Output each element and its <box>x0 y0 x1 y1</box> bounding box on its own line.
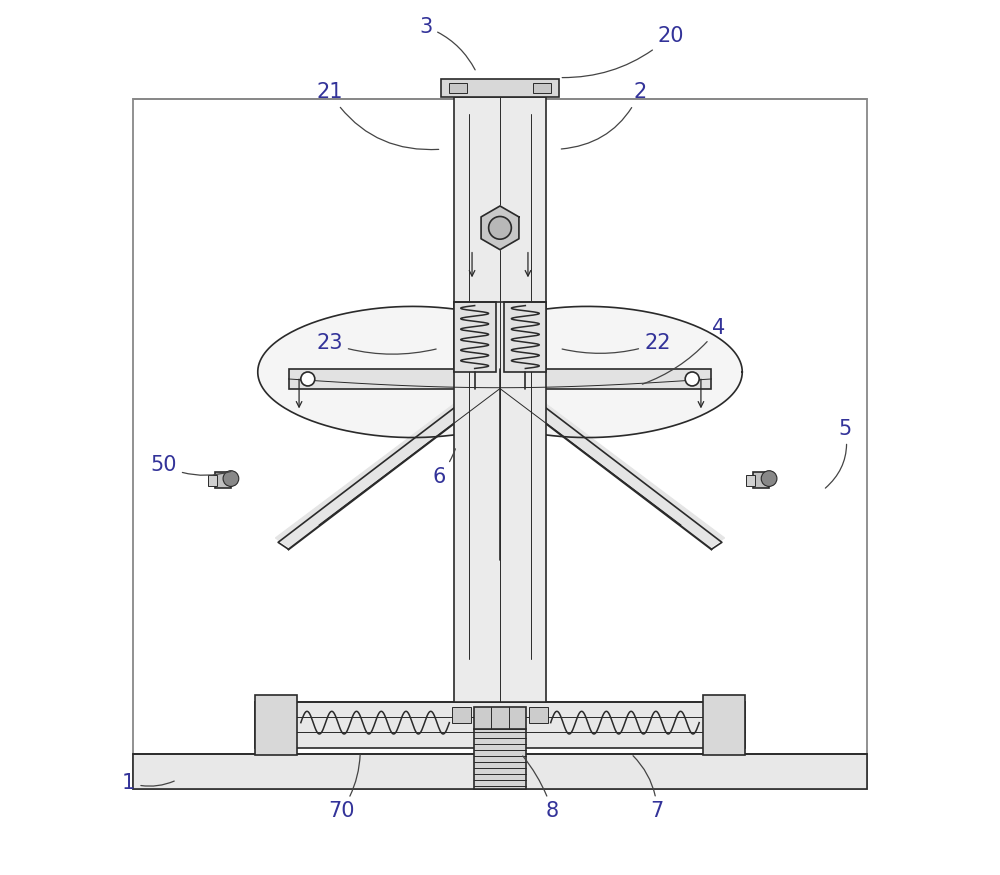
Bar <box>533 83 551 94</box>
Circle shape <box>685 372 699 386</box>
Bar <box>504 302 546 372</box>
Bar <box>753 473 769 488</box>
Text: 20: 20 <box>562 25 684 78</box>
Text: 6: 6 <box>432 449 455 487</box>
Bar <box>133 99 867 788</box>
Text: 22: 22 <box>562 333 670 354</box>
Text: 3: 3 <box>419 17 475 70</box>
Bar <box>454 302 496 372</box>
Circle shape <box>223 471 239 487</box>
Text: 50: 50 <box>150 456 231 475</box>
Circle shape <box>761 471 777 487</box>
Bar <box>746 475 755 486</box>
Bar <box>255 696 297 754</box>
Circle shape <box>301 372 315 386</box>
Circle shape <box>489 216 511 239</box>
Bar <box>215 473 231 488</box>
Bar <box>255 703 745 747</box>
Text: 23: 23 <box>316 333 436 354</box>
Text: 7: 7 <box>633 756 664 822</box>
Bar <box>449 83 467 94</box>
Bar <box>441 80 559 97</box>
Bar <box>529 707 548 723</box>
Bar <box>703 696 745 754</box>
Bar <box>474 707 526 730</box>
Bar <box>452 707 471 723</box>
Text: 8: 8 <box>523 756 559 822</box>
Bar <box>454 97 546 703</box>
Polygon shape <box>258 306 742 438</box>
Text: 5: 5 <box>825 419 852 488</box>
Text: 4: 4 <box>642 318 725 384</box>
Text: 1: 1 <box>122 773 174 793</box>
Text: 2: 2 <box>561 82 646 149</box>
Polygon shape <box>500 373 725 547</box>
Polygon shape <box>275 373 500 547</box>
Bar <box>474 730 526 788</box>
Bar <box>289 369 711 388</box>
Text: 70: 70 <box>328 755 360 822</box>
Polygon shape <box>481 206 519 249</box>
Bar <box>208 475 217 486</box>
Text: 21: 21 <box>316 82 439 150</box>
Bar <box>133 753 867 788</box>
